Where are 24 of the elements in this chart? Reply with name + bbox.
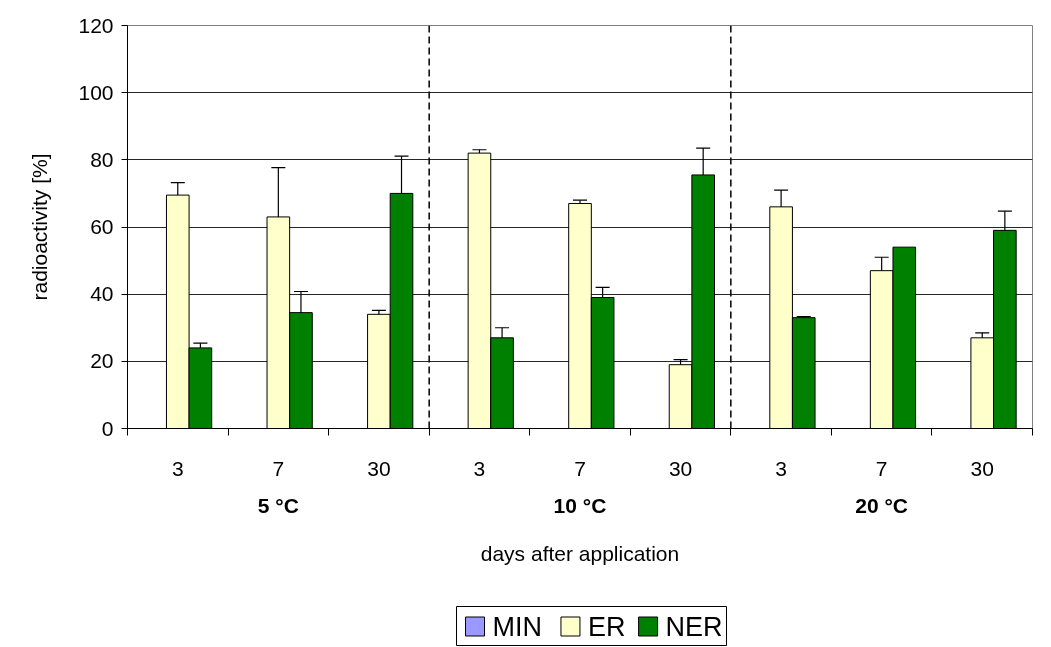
y-tick-label: 120 xyxy=(78,13,114,37)
text: 20 °C xyxy=(855,493,909,517)
y-tick-label: 60 xyxy=(90,215,114,238)
text: 5 °C xyxy=(257,493,299,517)
y-tick-label: 40 xyxy=(90,282,114,306)
y-tick-label: 20 xyxy=(90,349,114,373)
legend-label: NER xyxy=(665,611,723,642)
y-axis-title: radioactivity [%] xyxy=(28,153,52,301)
x-axis-title: days after application xyxy=(480,541,680,565)
y-tick-label: 100 xyxy=(78,80,114,104)
x-tick-label: 30 xyxy=(367,456,391,480)
x-tick-label: 7 xyxy=(574,456,586,480)
x-tick-label: 7 xyxy=(875,456,888,480)
x-tick-label: 3 xyxy=(473,456,486,480)
y-tick-label: 0 xyxy=(101,416,114,440)
x-tick-label: 7 xyxy=(272,456,285,480)
legend-label: ER xyxy=(587,611,626,642)
text: 10 °C xyxy=(553,493,607,517)
y-tick-label: 80 xyxy=(90,147,114,171)
x-tick-label: 30 xyxy=(668,456,693,480)
legend-label: MIN xyxy=(492,611,542,642)
x-tick-label: 3 xyxy=(171,456,184,480)
x-tick-label: 3 xyxy=(775,456,787,480)
x-tick-label: 30 xyxy=(970,456,994,480)
